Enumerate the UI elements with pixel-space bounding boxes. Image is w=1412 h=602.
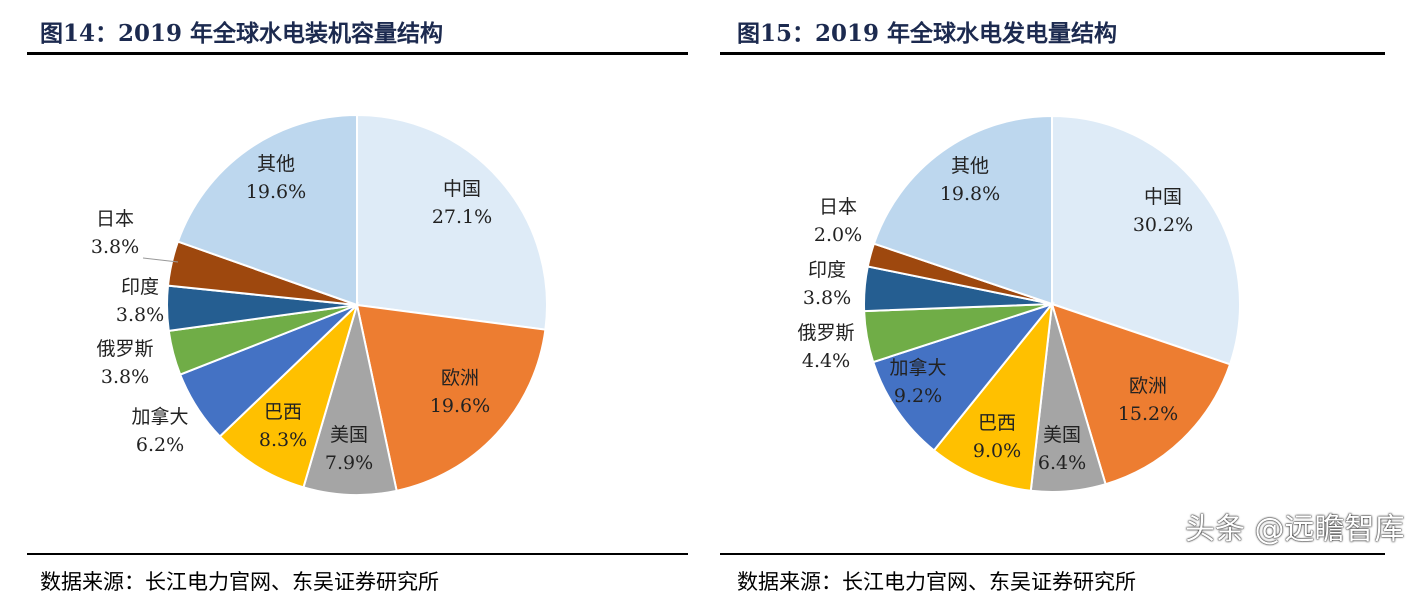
bottom-rule-2 (720, 553, 1385, 555)
slice-label-1-categories-5: 俄罗斯 (96, 338, 153, 360)
top-rule-1 (27, 52, 688, 55)
chart-title-2: 图15：2019 年全球水电发电量结构 (737, 20, 1118, 47)
slice-label-1-categories-8: 其他 (257, 153, 295, 175)
slice-label-2-categories-4: 加拿大 (889, 356, 946, 379)
source-note-1: 数据来源：长江电力官网、东吴证券研究所 (40, 570, 439, 594)
slice-label-1-labels-1: 19.6% (430, 395, 490, 417)
pie-slice-1-2 (302, 304, 398, 496)
slice-label-2-labels-6: 3.8% (803, 287, 851, 309)
slice-label-2-categories-5: 俄罗斯 (797, 322, 854, 344)
slice-label-1-labels-0: 27.1% (432, 206, 492, 228)
chart-title-1: 图14：2019 年全球水电装机容量结构 (40, 20, 444, 47)
source-note-2: 数据来源：长江电力官网、东吴证券研究所 (737, 570, 1136, 594)
leader-line (142, 257, 179, 263)
slice-label-2-labels-2: 6.4% (1038, 452, 1086, 474)
slice-label-1-categories-0: 中国 (443, 178, 481, 200)
pie-slice-1-1 (355, 303, 547, 493)
slice-label-2-labels-0: 30.2% (1133, 214, 1193, 236)
slice-label-2-labels-7: 2.0% (814, 224, 862, 246)
slice-label-2-labels-8: 19.8% (940, 183, 1000, 205)
slice-label-2-categories-8: 其他 (951, 155, 989, 177)
slice-label-1-labels-4: 6.2% (136, 434, 184, 456)
pie-slice-2-1 (1050, 302, 1232, 486)
pie-slice-1-8 (176, 113, 358, 307)
pie-slice-2-4 (871, 302, 1055, 452)
slice-label-2-labels-3: 9.0% (973, 440, 1021, 462)
slice-label-2-categories-6: 印度 (808, 259, 846, 281)
slice-label-2-labels-1: 15.2% (1118, 403, 1178, 425)
top-rule-2 (720, 52, 1385, 55)
pie-slice-1-0 (356, 113, 548, 331)
slice-label-1-labels-8: 19.6% (246, 181, 306, 203)
slice-label-1-labels-3: 8.3% (259, 429, 307, 451)
pie-slice-2-3 (932, 300, 1054, 492)
slice-label-2-labels-4: 9.2% (894, 385, 942, 407)
slice-label-2-categories-0: 中国 (1144, 186, 1182, 208)
slice-label-2-categories-7: 日本 (819, 196, 857, 218)
slice-label-1-categories-4: 加拿大 (131, 405, 188, 428)
slice-label-1-labels-5: 3.8% (101, 366, 149, 388)
slice-label-1-categories-6: 印度 (121, 276, 159, 298)
slice-label-2-categories-3: 巴西 (978, 412, 1016, 434)
slice-label-1-labels-7: 3.8% (91, 236, 139, 258)
slice-label-1-categories-2: 美国 (330, 424, 368, 446)
slice-label-2-categories-1: 欧洲 (1129, 375, 1167, 397)
slice-label-1-categories-7: 日本 (96, 208, 134, 230)
watermark: 头条 @远瞻智库 (1185, 512, 1405, 547)
slice-label-1-categories-3: 巴西 (264, 401, 302, 423)
slice-label-1-categories-1: 欧洲 (441, 367, 479, 389)
bottom-rule-1 (27, 553, 688, 555)
slice-label-1-labels-6: 3.8% (116, 304, 164, 326)
slice-label-2-categories-2: 美国 (1043, 424, 1081, 446)
slice-label-1-labels-2: 7.9% (325, 452, 373, 474)
pie-slice-2-0 (1051, 114, 1241, 366)
pie-slice-2-8 (872, 114, 1053, 306)
slice-label-2-labels-5: 4.4% (802, 350, 850, 372)
pie-slice-1-3 (218, 301, 360, 489)
